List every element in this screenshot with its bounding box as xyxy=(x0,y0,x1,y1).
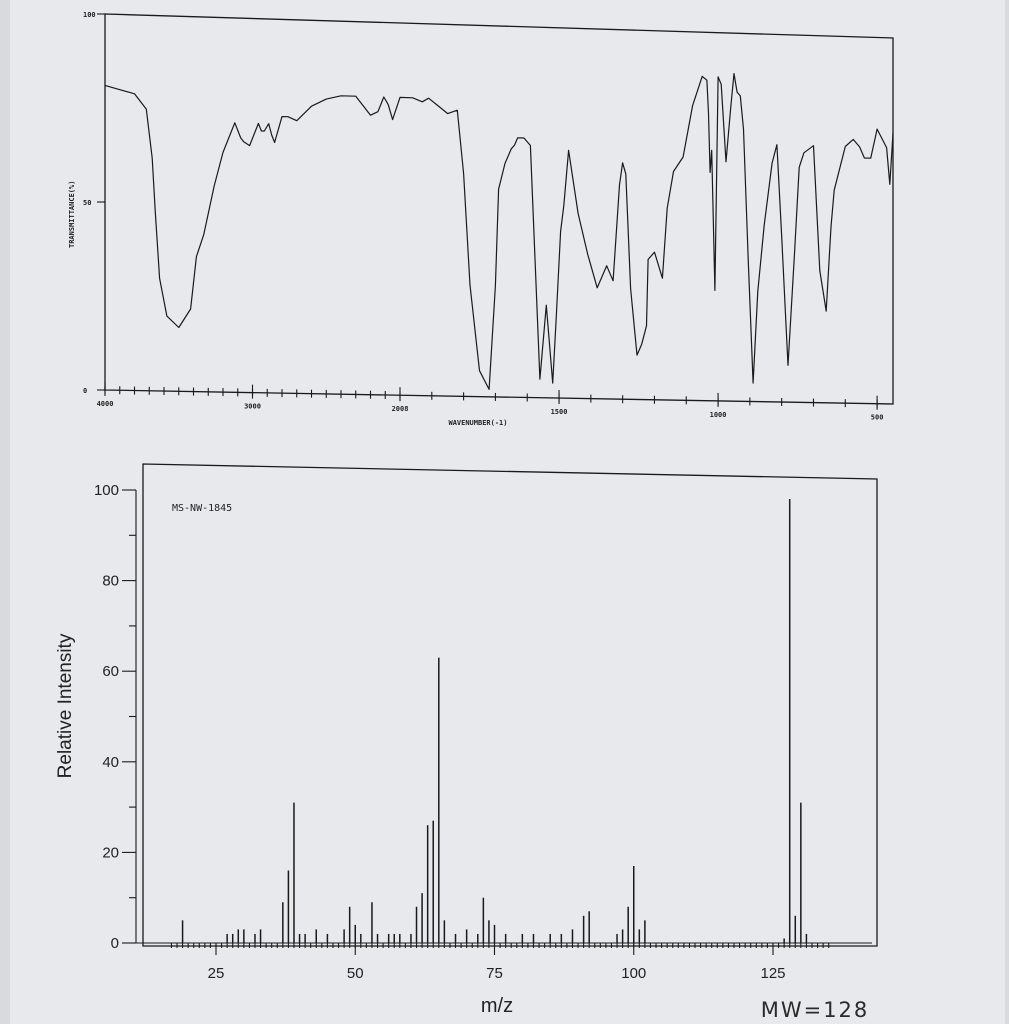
ms-y-tick-label: 100 xyxy=(94,482,119,499)
ms-plot-frame xyxy=(142,463,878,947)
ir-y-axis-label: TRANSMITTANCE(%) xyxy=(68,181,76,248)
ir-plot-frame xyxy=(104,13,894,405)
ms-x-ticks: 25 50 75 100 125 xyxy=(136,942,872,982)
mass-spectrum: MS-NW-1845 0 20 40 60 80 100 25 50 75 100 125 Rel… xyxy=(55,463,878,1017)
ir-x-tick-label: 2008 xyxy=(392,405,409,413)
ir-x-ticks: 4000 3000 2008 1500 1000 500 xyxy=(97,382,884,422)
ms-y-tick-label: 0 xyxy=(111,935,119,952)
ir-x-tick-label: 1500 xyxy=(551,408,568,416)
paper-sheet xyxy=(10,0,1005,1024)
ms-y-axis-label: Relative Intensity xyxy=(55,633,76,778)
ir-x-tick-label: 3000 xyxy=(244,403,261,411)
ir-y-tick-label: 100 xyxy=(83,11,96,19)
ms-y-tick-label: 40 xyxy=(102,754,119,771)
ms-x-axis-label: m/z xyxy=(481,995,513,1017)
ms-x-tick-label: 75 xyxy=(486,965,503,982)
molecular-weight-note: MW=128 xyxy=(761,998,870,1022)
ir-y-ticks: 100 50 0 xyxy=(83,11,105,395)
ir-transmittance-trace xyxy=(104,73,894,390)
ir-y-tick-label: 0 xyxy=(83,387,87,395)
ms-spectrum-code: MS-NW-1845 xyxy=(172,503,232,514)
ms-y-tick-label: 20 xyxy=(102,844,119,861)
ms-x-tick-label: 100 xyxy=(621,965,646,982)
ir-x-tick-label: 1000 xyxy=(710,411,727,419)
ms-x-tick-label: 50 xyxy=(347,965,364,982)
ir-y-tick-label: 50 xyxy=(83,199,91,207)
ms-minor-ticks xyxy=(170,943,830,948)
ir-x-axis-label: WAVENUMBER(-1) xyxy=(448,419,507,427)
ms-y-tick-label: 60 xyxy=(102,663,119,680)
ms-x-tick-label: 25 xyxy=(208,965,225,982)
ms-peaks xyxy=(181,499,808,943)
ms-x-tick-label: 125 xyxy=(760,965,785,982)
ir-x-tick-label: 4000 xyxy=(97,400,114,408)
ir-x-tick-label: 500 xyxy=(871,414,884,422)
ms-y-tick-label: 80 xyxy=(102,573,119,590)
ms-y-ticks: 0 20 40 60 80 100 xyxy=(94,482,137,952)
